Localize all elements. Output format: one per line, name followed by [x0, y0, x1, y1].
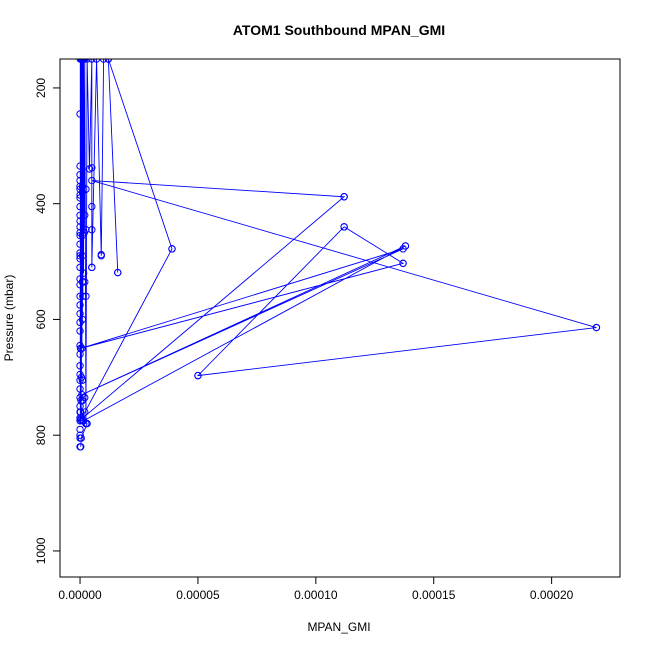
data-point: [76, 252, 84, 260]
data-point: [88, 176, 96, 185]
data-point: [78, 376, 87, 384]
data-point: [114, 268, 122, 277]
data-point: [78, 231, 87, 240]
data-point: [76, 240, 84, 248]
data-point: [340, 223, 348, 231]
data-point: [82, 419, 90, 428]
data-point: [76, 443, 84, 451]
series-points: [76, 59, 601, 451]
data-point: [76, 110, 84, 118]
data-point: [99, 59, 108, 63]
series-line: [79, 59, 597, 447]
y-tick-label: 800: [34, 425, 48, 445]
data-point: [592, 323, 601, 332]
data-point: [76, 362, 84, 370]
data-point: [104, 59, 113, 63]
data-point: [78, 252, 87, 260]
data-point: [76, 162, 84, 170]
data-point: [79, 269, 88, 277]
x-tick-label: 0.00000: [58, 588, 102, 602]
data-point: [76, 202, 84, 211]
x-tick-label: 0.00015: [412, 588, 456, 602]
data-point: [78, 278, 87, 286]
data-point: [88, 202, 96, 211]
data-point: [76, 408, 84, 416]
plot-frame: [59, 58, 621, 578]
x-tick-label: 0.00010: [294, 588, 338, 602]
data-point: [168, 245, 176, 253]
x-tick-label: 0.00005: [176, 588, 220, 602]
data-point: [88, 226, 96, 234]
data-point: [82, 185, 90, 193]
data-point: [76, 327, 84, 335]
chart-title: ATOM1 Southbound MPAN_GMI: [233, 22, 445, 38]
data-point: [88, 59, 96, 63]
data-point: [76, 301, 84, 309]
data-point: [81, 211, 89, 219]
data-point: [76, 171, 84, 179]
data-point: [81, 408, 89, 416]
data-point: [399, 259, 407, 268]
data-point: [92, 59, 101, 63]
data-point: [81, 59, 89, 63]
y-tick-label: 600: [34, 309, 48, 329]
plot-area: [76, 59, 601, 451]
data-point: [76, 211, 84, 219]
data-point: [76, 417, 84, 425]
y-axis-ticks: 200 400 600 800 1000: [34, 78, 60, 564]
data-point: [76, 217, 84, 225]
data-point: [76, 431, 84, 439]
data-point: [82, 226, 90, 234]
data-point: [88, 164, 96, 172]
y-tick-label: 1000: [34, 537, 48, 564]
data-point: [76, 231, 84, 240]
data-point: [76, 318, 84, 327]
data-point: [76, 263, 84, 272]
y-tick-label: 200: [34, 78, 48, 98]
data-point: [76, 350, 84, 358]
data-point: [76, 344, 85, 353]
y-axis-label: Pressure (mbar): [2, 275, 16, 362]
x-axis-ticks: 0.00000 0.00005 0.00010 0.00015 0.00020: [58, 577, 574, 602]
data-point: [76, 341, 84, 350]
data-point: [76, 292, 84, 300]
data-point: [76, 434, 84, 442]
y-tick-label: 400: [34, 193, 48, 213]
data-point: [88, 263, 96, 272]
data-point: [340, 193, 348, 201]
data-point: [82, 292, 90, 300]
data-point: [79, 292, 87, 300]
data-point: [76, 385, 84, 393]
data-point: [76, 425, 84, 434]
data-point: [83, 59, 91, 63]
data-point: [194, 371, 202, 380]
data-point: [76, 376, 84, 384]
data-point: [401, 242, 410, 250]
data-point: [76, 223, 84, 231]
series-lines: [79, 59, 597, 447]
x-axis-label: MPAN_GMI: [307, 620, 370, 634]
x-tick-label: 0.00020: [530, 588, 574, 602]
data-point: [81, 393, 89, 402]
data-point: [76, 309, 84, 318]
data-point: [81, 278, 89, 286]
data-point: [97, 250, 105, 259]
